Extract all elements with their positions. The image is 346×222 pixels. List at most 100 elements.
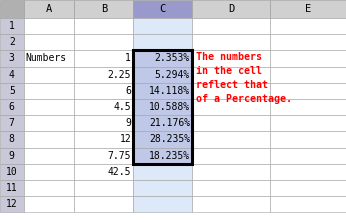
Bar	[0, 0, 24, 18]
Bar	[74, 131, 133, 148]
Bar	[133, 99, 192, 115]
Text: 7.75: 7.75	[108, 151, 131, 161]
Text: 18.235%: 18.235%	[149, 151, 190, 161]
Bar	[0, 131, 24, 148]
Text: 12: 12	[6, 199, 18, 209]
Text: 6: 6	[125, 86, 131, 96]
Bar	[74, 164, 133, 180]
Bar	[0, 196, 24, 212]
Bar	[133, 34, 192, 50]
Bar	[24, 50, 74, 67]
Text: 10: 10	[6, 167, 18, 177]
Bar	[24, 0, 74, 18]
Bar	[270, 83, 346, 99]
Text: 8: 8	[9, 135, 15, 145]
Bar	[133, 83, 192, 99]
Text: 2: 2	[9, 37, 15, 47]
Bar	[133, 18, 192, 34]
Bar	[133, 196, 192, 212]
Text: The numbers
in the cell
reflect that
of a Percentage.: The numbers in the cell reflect that of …	[196, 52, 292, 104]
Bar	[24, 67, 74, 83]
Bar	[0, 164, 24, 180]
Bar	[270, 131, 346, 148]
Bar	[192, 34, 270, 50]
Bar	[133, 67, 192, 83]
Bar	[133, 180, 192, 196]
Bar	[270, 115, 346, 131]
Bar	[270, 18, 346, 34]
Bar	[0, 34, 24, 50]
Bar	[74, 18, 133, 34]
Bar	[133, 115, 192, 131]
Bar	[24, 180, 74, 196]
Bar	[24, 18, 74, 34]
Bar	[270, 164, 346, 180]
Text: 28.235%: 28.235%	[149, 135, 190, 145]
Bar	[0, 18, 24, 34]
Bar	[74, 196, 133, 212]
Bar	[24, 131, 74, 148]
Bar	[270, 99, 346, 115]
Bar	[270, 50, 346, 67]
Bar	[133, 50, 192, 164]
Bar	[270, 148, 346, 164]
Bar	[270, 67, 346, 83]
Bar	[74, 67, 133, 83]
Bar	[192, 164, 270, 180]
Bar	[133, 164, 192, 180]
Text: 7: 7	[9, 118, 15, 128]
Bar	[0, 180, 24, 196]
Text: 5: 5	[9, 86, 15, 96]
Text: 6: 6	[9, 102, 15, 112]
Text: 14.118%: 14.118%	[149, 86, 190, 96]
Bar	[0, 67, 24, 83]
Bar	[192, 50, 270, 67]
Text: B: B	[101, 4, 107, 14]
Bar	[74, 148, 133, 164]
Bar	[24, 99, 74, 115]
Bar	[24, 34, 74, 50]
Text: 42.5: 42.5	[108, 167, 131, 177]
Bar	[270, 180, 346, 196]
Bar	[133, 0, 192, 18]
Text: Numbers: Numbers	[26, 54, 67, 63]
Text: 12: 12	[119, 135, 131, 145]
Text: C: C	[160, 4, 166, 14]
Text: 1: 1	[125, 54, 131, 63]
Text: 1: 1	[9, 21, 15, 31]
Bar	[0, 148, 24, 164]
Bar	[192, 83, 270, 99]
Text: 3: 3	[9, 54, 15, 63]
Text: E: E	[305, 4, 311, 14]
Bar	[192, 180, 270, 196]
Bar	[192, 115, 270, 131]
Text: 5.294%: 5.294%	[155, 70, 190, 80]
Text: 2.353%: 2.353%	[155, 54, 190, 63]
Text: 9: 9	[125, 118, 131, 128]
Bar	[270, 196, 346, 212]
Bar	[24, 83, 74, 99]
Bar	[0, 83, 24, 99]
Bar	[192, 196, 270, 212]
Bar	[133, 50, 192, 67]
Bar	[270, 0, 346, 18]
Text: 4: 4	[9, 70, 15, 80]
Bar	[192, 148, 270, 164]
Text: D: D	[228, 4, 234, 14]
Text: 4.5: 4.5	[113, 102, 131, 112]
Text: 2.25: 2.25	[108, 70, 131, 80]
Bar	[74, 115, 133, 131]
Bar	[24, 148, 74, 164]
Bar	[192, 99, 270, 115]
Bar	[74, 180, 133, 196]
Bar	[0, 115, 24, 131]
Text: 11: 11	[6, 183, 18, 193]
Bar	[270, 34, 346, 50]
Bar	[0, 99, 24, 115]
Bar	[74, 0, 133, 18]
Bar	[133, 148, 192, 164]
Bar	[192, 18, 270, 34]
Bar	[192, 0, 270, 18]
Bar	[24, 115, 74, 131]
Bar	[74, 34, 133, 50]
